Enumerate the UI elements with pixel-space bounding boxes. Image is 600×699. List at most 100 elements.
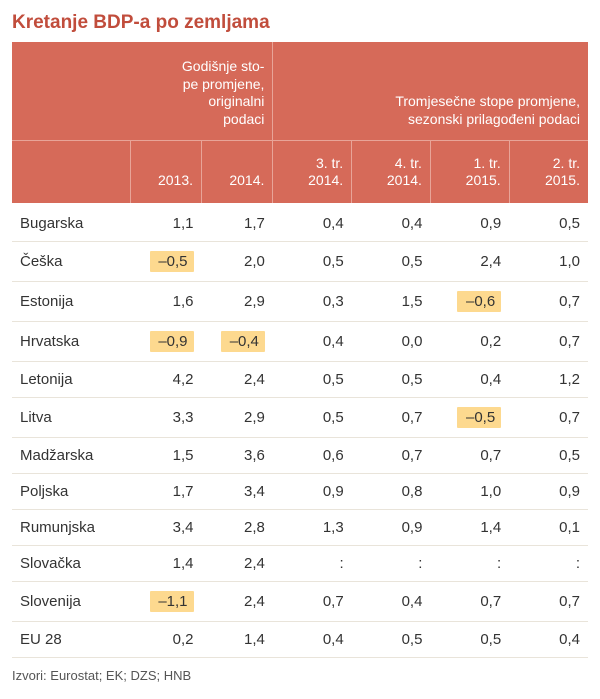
value-cell: 0,7 [352, 397, 431, 437]
value-cell: 2,4 [202, 581, 273, 621]
value-cell: 0,4 [273, 321, 352, 361]
country-cell: Poljska [12, 473, 130, 509]
value-cell: 0,5 [352, 241, 431, 281]
value-cell: 0,4 [352, 203, 431, 242]
value-cell: 1,4 [130, 545, 201, 581]
country-cell: Hrvatska [12, 321, 130, 361]
value-cell: 0,7 [509, 281, 588, 321]
value-cell: –0,6 [430, 281, 509, 321]
value-cell: 2,9 [202, 397, 273, 437]
table-body: Bugarska1,11,70,40,40,90,5Češka–0,52,00,… [12, 203, 588, 658]
value-cell: 0,5 [352, 621, 431, 657]
value-cell: 0,9 [509, 473, 588, 509]
value-cell: 3,3 [130, 397, 201, 437]
value-cell: 0,5 [273, 361, 352, 397]
value-cell: 0,4 [273, 203, 352, 242]
value-cell: 0,5 [273, 241, 352, 281]
value-cell: –0,5 [430, 397, 509, 437]
table-row: Bugarska1,11,70,40,40,90,5 [12, 203, 588, 242]
col-q3-2014: 3. tr.2014. [273, 141, 352, 203]
value-cell: 3,4 [202, 473, 273, 509]
header-group-quarterly: Tromjesečne stope promjene,sezonski pril… [273, 42, 588, 141]
page-title: Kretanje BDP-a po zemljama [12, 12, 588, 34]
col-q2-2015: 2. tr.2015. [509, 141, 588, 203]
table-row: Slovenija–1,12,40,70,40,70,7 [12, 581, 588, 621]
highlight: –0,4 [221, 331, 265, 352]
country-cell: Litva [12, 397, 130, 437]
table-row: Hrvatska–0,9–0,40,40,00,20,7 [12, 321, 588, 361]
value-cell: 0,5 [273, 397, 352, 437]
value-cell: : [273, 545, 352, 581]
value-cell: 1,1 [130, 203, 201, 242]
value-cell: 0,4 [352, 581, 431, 621]
highlight: –0,5 [150, 251, 194, 272]
value-cell: 3,6 [202, 437, 273, 473]
value-cell: 0,7 [352, 437, 431, 473]
value-cell: 0,7 [273, 581, 352, 621]
table-row: Letonija4,22,40,50,50,41,2 [12, 361, 588, 397]
table-row: Madžarska1,53,60,60,70,70,5 [12, 437, 588, 473]
source-line: Izvori: Eurostat; EK; DZS; HNB [12, 668, 588, 683]
country-cell: Slovačka [12, 545, 130, 581]
value-cell: 2,9 [202, 281, 273, 321]
value-cell: : [509, 545, 588, 581]
value-cell: 1,2 [509, 361, 588, 397]
table-container: Kretanje BDP-a po zemljama Godišnje sto-… [0, 0, 600, 699]
value-cell: 0,5 [430, 621, 509, 657]
value-cell: : [352, 545, 431, 581]
value-cell: 0,4 [430, 361, 509, 397]
value-cell: 0,9 [352, 509, 431, 545]
country-cell: Estonija [12, 281, 130, 321]
value-cell: 1,6 [130, 281, 201, 321]
table-row: EU 280,21,40,40,50,50,4 [12, 621, 588, 657]
value-cell: –0,9 [130, 321, 201, 361]
table-header: Godišnje sto-pe promjene,originalnipodac… [12, 42, 588, 203]
value-cell: 0,3 [273, 281, 352, 321]
value-cell: 0,4 [273, 621, 352, 657]
value-cell: 0,7 [509, 397, 588, 437]
col-2013: 2013. [130, 141, 201, 203]
country-cell: Letonija [12, 361, 130, 397]
value-cell: 0,1 [509, 509, 588, 545]
highlight: –1,1 [150, 591, 194, 612]
table-row: Poljska1,73,40,90,81,00,9 [12, 473, 588, 509]
col-q1-2015: 1. tr.2015. [430, 141, 509, 203]
value-cell: 0,7 [509, 581, 588, 621]
highlight: –0,5 [457, 407, 501, 428]
value-cell: 2,0 [202, 241, 273, 281]
value-cell: 1,5 [352, 281, 431, 321]
value-cell: 1,7 [130, 473, 201, 509]
country-cell: Madžarska [12, 437, 130, 473]
country-cell: EU 28 [12, 621, 130, 657]
value-cell: 1,7 [202, 203, 273, 242]
value-cell: 0,2 [430, 321, 509, 361]
value-cell: 2,4 [202, 545, 273, 581]
gdp-table: Godišnje sto-pe promjene,originalnipodac… [12, 42, 588, 658]
col-2014: 2014. [202, 141, 273, 203]
value-cell: 0,9 [430, 203, 509, 242]
value-cell: 0,7 [509, 321, 588, 361]
value-cell: 1,5 [130, 437, 201, 473]
value-cell: : [430, 545, 509, 581]
value-cell: 0,2 [130, 621, 201, 657]
table-row: Litva3,32,90,50,7–0,50,7 [12, 397, 588, 437]
header-blank [12, 42, 130, 141]
value-cell: 2,8 [202, 509, 273, 545]
highlight: –0,6 [457, 291, 501, 312]
value-cell: 0,5 [509, 203, 588, 242]
value-cell: 1,3 [273, 509, 352, 545]
value-cell: 1,0 [509, 241, 588, 281]
value-cell: 0,5 [509, 437, 588, 473]
table-row: Slovačka1,42,4:::: [12, 545, 588, 581]
country-cell: Rumunjska [12, 509, 130, 545]
table-row: Estonija1,62,90,31,5 –0,6 0,7 [12, 281, 588, 321]
value-cell: –0,5 [130, 241, 201, 281]
table-row: Češka–0,52,00,50,52,41,0 [12, 241, 588, 281]
highlight: –0,9 [150, 331, 194, 352]
value-cell: 1,4 [430, 509, 509, 545]
value-cell: 0,6 [273, 437, 352, 473]
value-cell: 3,4 [130, 509, 201, 545]
value-cell: 2,4 [430, 241, 509, 281]
header-group-annual: Godišnje sto-pe promjene,originalnipodac… [130, 42, 273, 141]
value-cell: –1,1 [130, 581, 201, 621]
